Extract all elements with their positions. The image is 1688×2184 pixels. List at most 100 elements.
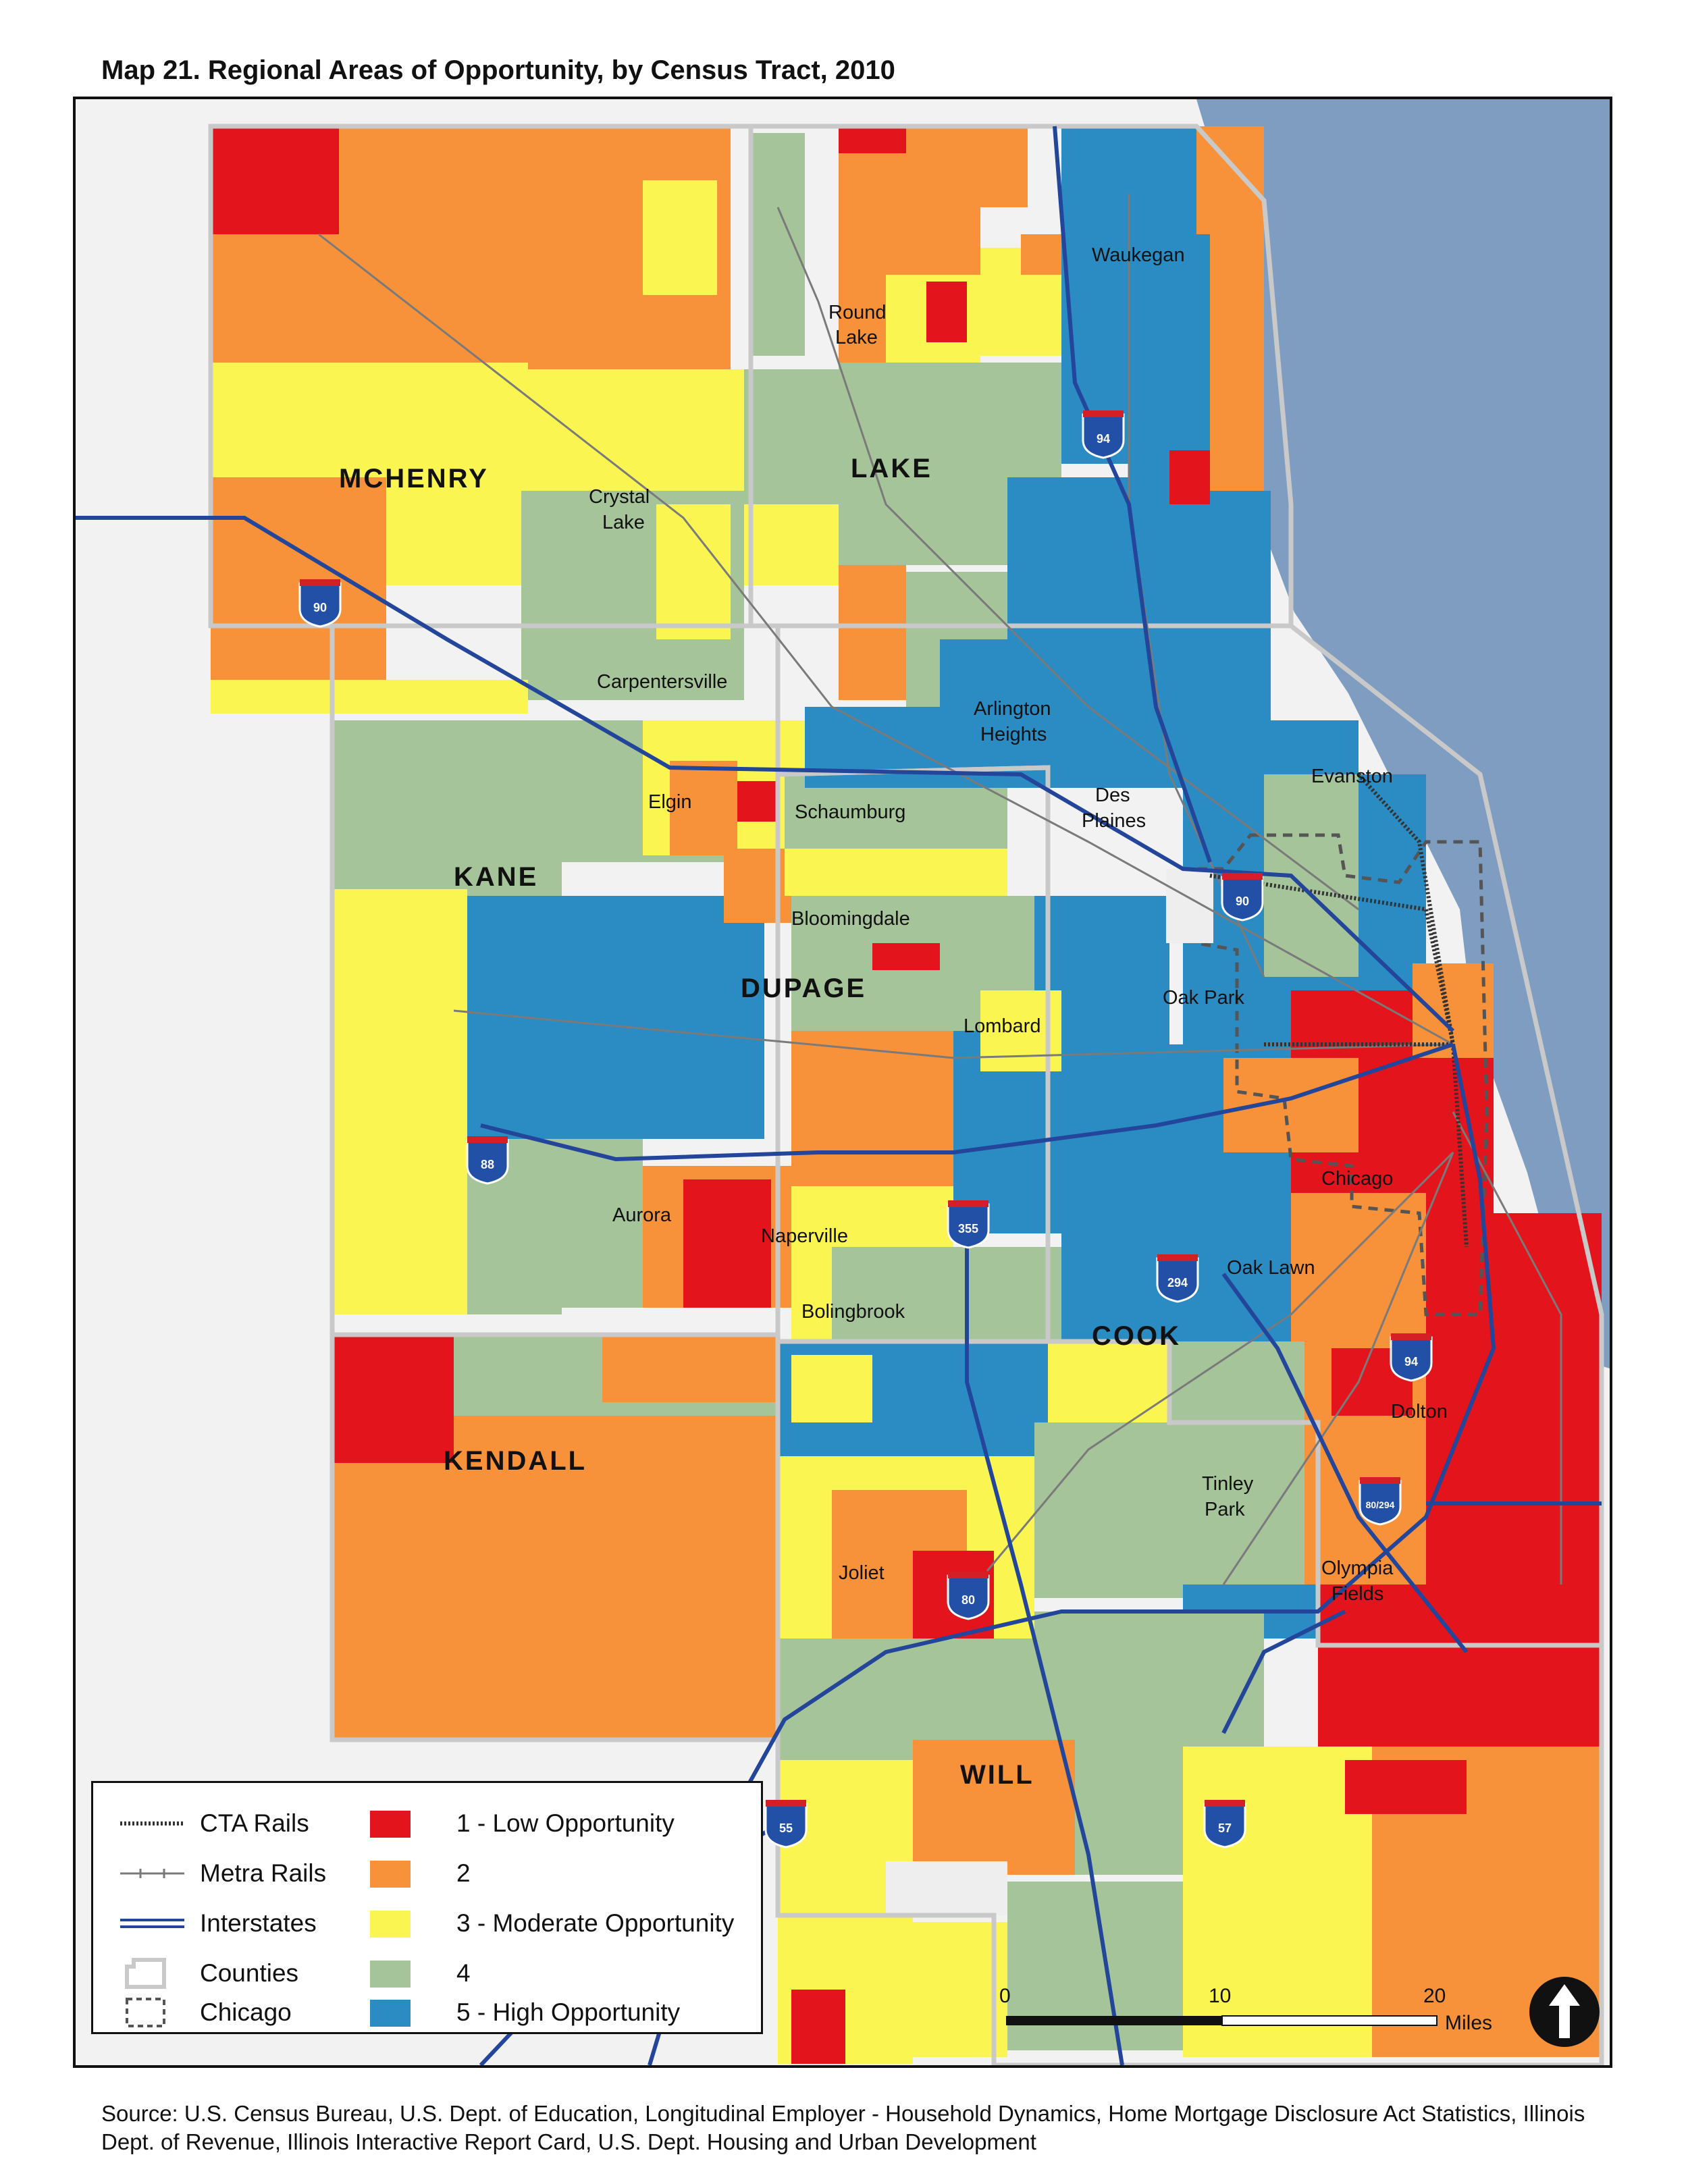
- place-label-des-plaines: Plaines: [1082, 810, 1146, 832]
- interstate-shield: 355: [947, 1200, 990, 1249]
- cta-rails: [1209, 772, 1469, 1248]
- chicago-boundary: [1188, 833, 1489, 1316]
- svg-text:80: 80: [961, 1593, 975, 1607]
- region-lake: [839, 126, 1271, 761]
- interstate-shield: 57: [1203, 1800, 1246, 1848]
- svg-text:55: 55: [779, 1821, 793, 1835]
- svg-text:57: 57: [1218, 1821, 1232, 1835]
- swatch-level5: [370, 2000, 411, 2027]
- svg-text:294: 294: [1167, 1276, 1188, 1289]
- svg-text:94: 94: [1097, 432, 1110, 446]
- place-label-chicago: Chicago: [1321, 1168, 1393, 1190]
- legend-label: 4: [456, 1959, 471, 1987]
- place-label-crystal-lake: Lake: [602, 512, 645, 533]
- place-label-tinley-park: Park: [1205, 1499, 1245, 1520]
- scale-unit: Miles: [1445, 2012, 1493, 2034]
- place-label-des-plaines: Des: [1095, 784, 1130, 806]
- legend-item-level3: 3 - Moderate Opportunity: [370, 1903, 734, 1944]
- place-label-bolingbrook: Bolingbrook: [801, 1301, 905, 1323]
- place-label-crystal-lake: Crystal: [589, 486, 650, 508]
- place-label-dolton: Dolton: [1391, 1401, 1448, 1422]
- scale-bar: 0 10 20 Miles: [999, 1985, 1492, 2046]
- legend-item-level1: 1 - Low Opportunity: [370, 1803, 675, 1844]
- county-label-mchenry: MCHENRY: [339, 464, 489, 494]
- north-arrow-icon: [1527, 1975, 1602, 2049]
- place-label-arlington-heights: Arlington: [974, 698, 1051, 720]
- scale-tick-20: 20: [1423, 1985, 1446, 2007]
- place-label-olympia-fields: Fields: [1331, 1583, 1383, 1605]
- legend-item-level2: 2: [370, 1853, 471, 1894]
- place-label-tinley-park: Tinley: [1202, 1473, 1254, 1495]
- interstate-shield: 294: [1156, 1254, 1199, 1303]
- place-label-oak-park: Oak Park: [1163, 987, 1244, 1009]
- place-label-schaumburg: Schaumburg: [795, 801, 905, 823]
- legend-label: Chicago: [200, 1998, 292, 2026]
- place-label-olympia-fields: Olympia: [1321, 1557, 1394, 1579]
- swatch-level4: [370, 1961, 411, 1988]
- interstate-shield: 94: [1390, 1333, 1433, 1382]
- svg-text:355: 355: [958, 1222, 978, 1235]
- place-label-bloomingdale: Bloomingdale: [791, 908, 910, 930]
- svg-text:88: 88: [481, 1158, 494, 1171]
- legend-label: 5 - High Opportunity: [456, 1998, 681, 2026]
- ohare-airport: [1166, 869, 1213, 943]
- legend-item-metra: Metra Rails: [113, 1853, 326, 1894]
- legend-label: CTA Rails: [200, 1809, 309, 1837]
- interstate-shield: 80: [947, 1572, 990, 1620]
- legend-label: Interstates: [200, 1909, 317, 1937]
- legend-item-cta: CTA Rails: [113, 1803, 309, 1844]
- place-label-oak-lawn: Oak Lawn: [1227, 1257, 1315, 1279]
- svg-text:94: 94: [1404, 1355, 1418, 1368]
- place-label-aurora: Aurora: [612, 1204, 672, 1226]
- place-label-joliet: Joliet: [839, 1562, 885, 1584]
- svg-text:90: 90: [1236, 895, 1249, 908]
- interstate-shield: 88: [466, 1136, 509, 1185]
- county-label-will: WILL: [960, 1760, 1034, 1790]
- legend-label: 3 - Moderate Opportunity: [456, 1909, 735, 1937]
- county-label-cook: COOK: [1092, 1321, 1181, 1351]
- map-frame: 94 90 90 88 355 294 94 80/294 80: [73, 97, 1612, 2068]
- map-title: Map 21. Regional Areas of Opportunity, b…: [101, 55, 895, 85]
- region-dupage: [785, 707, 1183, 1341]
- place-label-evanston: Evanston: [1311, 766, 1393, 787]
- legend-item-chicago: Chicago: [113, 1992, 292, 2033]
- swatch-level1: [370, 1811, 411, 1838]
- legend-item-level5: 5 - High Opportunity: [370, 1992, 680, 2033]
- county-label-kane: KANE: [454, 862, 538, 892]
- swatch-level3: [370, 1911, 411, 1938]
- place-label-round-lake: Lake: [835, 327, 878, 348]
- county-label-lake: LAKE: [851, 454, 932, 483]
- legend-label: Counties: [200, 1959, 299, 1987]
- legend-item-level4: 4: [370, 1953, 471, 1994]
- place-label-round-lake: Round: [828, 302, 886, 323]
- lake-michigan: [1196, 99, 1610, 1368]
- region-will: [778, 1341, 1602, 2064]
- map-legend: CTA Rails Metra Rails Interstates Counti…: [91, 1781, 763, 2034]
- region-kendall: [332, 1335, 778, 1740]
- svg-text:90: 90: [313, 601, 327, 614]
- interstate-shield: 55: [764, 1800, 808, 1848]
- region-kane: [332, 720, 818, 1314]
- place-label-lombard: Lombard: [964, 1015, 1040, 1037]
- legend-label: 1 - Low Opportunity: [456, 1809, 675, 1837]
- place-label-naperville: Naperville: [761, 1225, 848, 1247]
- scale-tick-0: 0: [999, 1985, 1011, 2007]
- place-label-arlington-heights: Heights: [980, 724, 1047, 745]
- place-label-elgin: Elgin: [648, 791, 692, 813]
- interstate-shield: 80/294: [1359, 1477, 1402, 1526]
- interstate-shield: 94: [1082, 410, 1125, 459]
- scale-tick-10: 10: [1209, 1985, 1232, 2007]
- legend-label: Metra Rails: [200, 1859, 327, 1887]
- legend-item-counties: Counties: [113, 1953, 298, 1994]
- svg-text:80/294: 80/294: [1366, 1499, 1395, 1510]
- swatch-level2: [370, 1861, 411, 1888]
- interstate-shield: 90: [298, 579, 342, 628]
- county-label-kendall: KENDALL: [444, 1446, 587, 1476]
- source-note: Source: U.S. Census Bureau, U.S. Dept. o…: [101, 2101, 1585, 2154]
- interstate-shield: 90: [1221, 873, 1264, 922]
- place-label-waukegan: Waukegan: [1092, 244, 1185, 266]
- county-label-dupage: DUPAGE: [741, 974, 866, 1003]
- region-mchenry: [211, 126, 845, 714]
- legend-item-interstates: Interstates: [113, 1903, 317, 1944]
- place-label-carpentersville: Carpentersville: [597, 671, 727, 693]
